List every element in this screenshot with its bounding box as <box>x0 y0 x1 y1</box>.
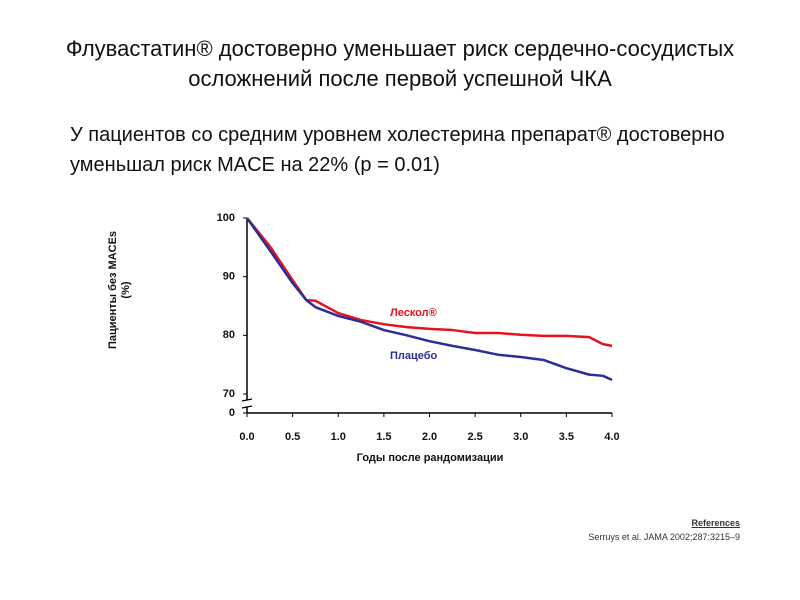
series-label: Плацебо <box>390 350 438 362</box>
x-axis-label: Годы после рандомизации <box>357 452 504 464</box>
references: References Serruys et al. JAMA 2002;287:… <box>588 516 740 544</box>
references-heading: References <box>691 518 740 528</box>
y-tick-label: 0 <box>229 407 235 419</box>
series-line <box>245 217 613 382</box>
subtitle: У пациентов со средним уровнем холестери… <box>70 124 725 176</box>
y-tick-label: 90 <box>223 271 235 283</box>
series-label: Лескол® <box>390 307 437 319</box>
y-tick-label: 70 <box>223 388 235 400</box>
x-tick-label: 0.0 <box>239 431 254 443</box>
x-tick-label: 2.5 <box>467 431 482 443</box>
y-tick-label: 100 <box>217 212 235 224</box>
x-tick-label: 1.5 <box>376 431 391 443</box>
x-tick-label: 2.0 <box>422 431 437 443</box>
citation: Serruys et al. JAMA 2002;287:3215–9 <box>588 532 740 542</box>
x-tick-label: 3.0 <box>513 431 528 443</box>
axis-break <box>241 405 253 409</box>
series-line <box>246 217 613 348</box>
x-tick-label: 4.0 <box>604 431 619 443</box>
x-tick-label: 3.5 <box>559 431 574 443</box>
y-tick-label: 80 <box>223 329 235 341</box>
x-tick-label: 1.0 <box>331 431 346 443</box>
title: Флувастатин® достоверно уменьшает риск с… <box>65 36 735 91</box>
axis-break <box>241 398 253 402</box>
x-tick-label: 0.5 <box>285 431 300 443</box>
